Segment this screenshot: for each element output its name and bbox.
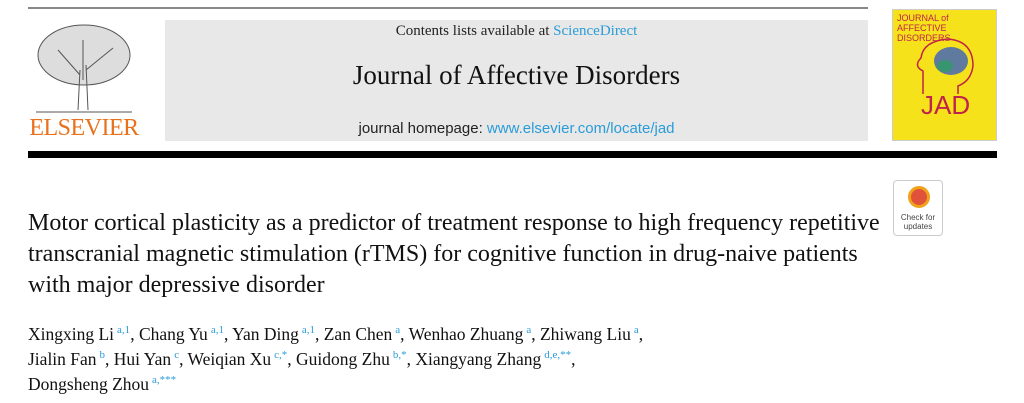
- cover-title: JOURNAL of AFFECTIVE DISORDERS: [897, 13, 951, 43]
- tree-icon: [36, 24, 132, 113]
- author[interactable]: Chang Yu a,1: [139, 324, 224, 344]
- author-name: Dongsheng Zhou: [28, 374, 150, 394]
- bookmark-icon: [908, 186, 930, 208]
- article-title: Motor cortical plasticity as a predictor…: [28, 210, 880, 298]
- author-affiliation-marker[interactable]: a: [395, 324, 401, 336]
- author-name: Zhiwang Liu: [539, 324, 631, 344]
- contents-line: Contents lists available at ScienceDirec…: [395, 23, 638, 39]
- author-affiliation-marker[interactable]: b: [99, 349, 106, 361]
- author-name: Wenhao Zhuang: [408, 324, 524, 344]
- author[interactable]: Weiqian Xu c,*: [188, 349, 288, 369]
- elsevier-logo[interactable]: ELSEVIER: [28, 20, 140, 142]
- author-name: Hui Yan: [113, 349, 172, 369]
- author[interactable]: Guidong Zhu b,*: [296, 349, 407, 369]
- author-name: Guidong Zhu: [296, 349, 390, 369]
- journal-title: Journal of Affective Disorders: [352, 60, 681, 90]
- author[interactable]: Zhiwang Liu a: [540, 324, 639, 344]
- author-affiliation-marker[interactable]: a,1: [301, 324, 315, 336]
- author[interactable]: Xingxing Li a,1: [28, 324, 130, 344]
- author[interactable]: Zan Chen a: [324, 324, 400, 344]
- check-for-updates-badge[interactable]: Check for updates: [893, 180, 943, 236]
- homepage-line: journal homepage: www.elsevier.com/locat…: [358, 120, 675, 137]
- author[interactable]: Jialin Fan b: [28, 349, 105, 369]
- sciencedirect-link[interactable]: ScienceDirect: [553, 23, 638, 39]
- homepage-link[interactable]: www.elsevier.com/locate/jad: [486, 120, 675, 137]
- journal-banner: Contents lists available at ScienceDirec…: [165, 20, 868, 141]
- author[interactable]: Hui Yan c: [114, 349, 179, 369]
- author-name: Chang Yu: [138, 324, 208, 344]
- author[interactable]: Xiangyang Zhang d,e,**: [415, 349, 571, 369]
- author-name: Xingxing Li: [28, 324, 115, 344]
- author-name: Yan Ding: [232, 324, 299, 344]
- head-illustration-icon: [916, 38, 974, 94]
- author-affiliation-marker[interactable]: d,e,**: [544, 349, 572, 361]
- author[interactable]: Dongsheng Zhou a,***: [28, 374, 176, 394]
- header-rule: [28, 151, 997, 158]
- author-name: Weiqian Xu: [187, 349, 272, 369]
- author[interactable]: Yan Ding a,1: [232, 324, 315, 344]
- author-affiliation-marker[interactable]: a,***: [152, 374, 177, 386]
- author-affiliation-marker[interactable]: a: [526, 324, 532, 336]
- author-name: Xiangyang Zhang: [415, 349, 542, 369]
- journal-cover[interactable]: JOURNAL of AFFECTIVE DISORDERS JAD: [892, 9, 997, 141]
- author-affiliation-marker[interactable]: c: [174, 349, 180, 361]
- top-rule: [28, 7, 868, 9]
- elsevier-wordmark: ELSEVIER: [29, 115, 139, 141]
- author-name: Zan Chen: [323, 324, 393, 344]
- author-affiliation-marker[interactable]: b,*: [392, 349, 407, 361]
- author-list: Xingxing Li a,1, Chang Yu a,1, Yan Ding a,1…: [28, 324, 644, 394]
- cover-jad: JAD: [921, 90, 971, 120]
- author-affiliation-marker[interactable]: c,*: [274, 349, 288, 361]
- author-affiliation-marker[interactable]: a: [633, 324, 639, 336]
- author[interactable]: Wenhao Zhuang a: [409, 324, 532, 344]
- author-name: Jialin Fan: [28, 349, 97, 369]
- author-affiliation-marker[interactable]: a,1: [117, 324, 131, 336]
- author-affiliation-marker[interactable]: a,1: [210, 324, 224, 336]
